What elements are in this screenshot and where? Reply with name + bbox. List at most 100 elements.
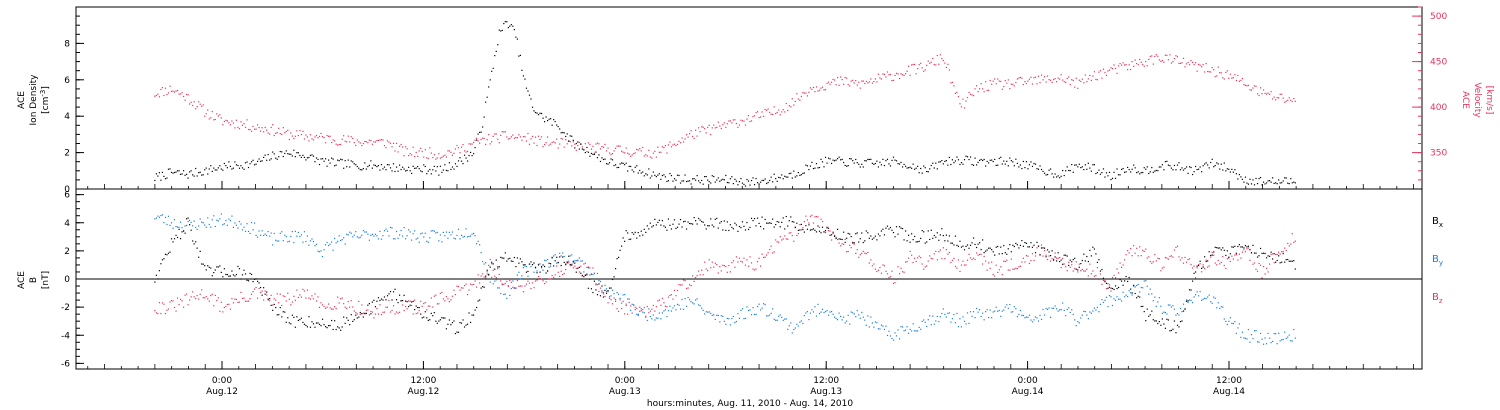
- bz-point: [1210, 256, 1212, 258]
- velocity-point: [169, 85, 171, 87]
- density-point: [877, 166, 879, 168]
- velocity-point: [861, 80, 863, 82]
- velocity-point: [764, 108, 766, 111]
- bx-point: [324, 326, 327, 328]
- velocity-point: [1142, 63, 1144, 66]
- bz-point: [1049, 260, 1052, 262]
- by-point: [388, 235, 390, 237]
- bx-point: [524, 264, 526, 266]
- bz-point: [1291, 233, 1293, 235]
- density-point: [216, 169, 218, 171]
- density-point: [392, 163, 395, 165]
- by-point: [847, 314, 849, 316]
- density-point: [566, 133, 568, 135]
- bx-point: [1120, 280, 1123, 282]
- bz-point: [217, 297, 219, 299]
- density-point: [1145, 168, 1147, 170]
- by-point: [581, 260, 583, 262]
- bz-point: [901, 271, 904, 273]
- velocity-point: [1285, 100, 1287, 102]
- density-point: [667, 180, 670, 182]
- bz-point: [1229, 260, 1231, 263]
- bx-point: [497, 266, 499, 268]
- density-point: [1176, 164, 1179, 166]
- by-point: [750, 314, 753, 316]
- density-point: [1042, 170, 1044, 173]
- by-point: [1264, 337, 1266, 339]
- velocity-point: [223, 120, 225, 123]
- by-point: [444, 235, 446, 237]
- density-point: [972, 164, 975, 166]
- density-point: [737, 184, 739, 186]
- density-point: [261, 160, 263, 162]
- bx-point: [758, 222, 760, 224]
- bz-point: [240, 291, 242, 293]
- by-point: [815, 315, 818, 317]
- velocity-point: [267, 132, 269, 134]
- bx-point: [1213, 251, 1215, 253]
- bz-point: [394, 313, 396, 315]
- bx-point: [962, 245, 964, 247]
- bx-point: [154, 281, 156, 283]
- bz-point: [720, 270, 722, 272]
- by-point: [269, 235, 271, 237]
- bx-point: [1225, 254, 1227, 257]
- density-point: [1108, 171, 1111, 174]
- bx-point: [912, 239, 914, 241]
- density-point: [1275, 182, 1277, 184]
- bz-point: [602, 293, 605, 295]
- velocity-point: [284, 132, 286, 134]
- density-point: [468, 154, 470, 157]
- velocity-point: [1229, 73, 1231, 75]
- bx-point: [1051, 250, 1053, 252]
- bx-point: [986, 249, 988, 251]
- bz-point: [759, 265, 762, 267]
- by-point: [752, 307, 754, 309]
- density-point: [334, 165, 336, 167]
- x-tick-label-date: Aug.12: [407, 387, 439, 397]
- bz-point: [525, 283, 528, 285]
- velocity-point: [898, 77, 901, 80]
- density-point: [454, 163, 457, 165]
- bx-point: [187, 217, 189, 219]
- density-point: [874, 162, 876, 165]
- velocity-point: [430, 152, 432, 154]
- by-point: [1170, 306, 1173, 308]
- by-point: [1074, 319, 1076, 321]
- bx-point: [385, 299, 387, 301]
- by-point: [692, 302, 694, 304]
- by-point: [796, 323, 798, 325]
- by-point: [722, 315, 724, 318]
- density-point: [658, 173, 660, 175]
- by-point: [216, 219, 218, 221]
- density-point: [296, 152, 298, 154]
- density-point: [593, 153, 596, 156]
- velocity-point: [516, 137, 518, 139]
- density-point: [509, 25, 511, 27]
- density-point: [785, 176, 787, 178]
- velocity-point: [1062, 79, 1064, 81]
- bx-point: [329, 324, 331, 327]
- by-point: [1019, 309, 1021, 312]
- density-point: [977, 161, 979, 163]
- velocity-point: [288, 138, 290, 141]
- density-point: [901, 166, 904, 168]
- density-ytick-label: 2: [64, 149, 70, 159]
- bx-point: [666, 229, 668, 231]
- bz-point: [160, 312, 162, 315]
- density-point: [894, 159, 896, 161]
- velocity-point: [806, 95, 808, 97]
- velocity-point: [252, 125, 254, 127]
- by-point: [190, 221, 192, 224]
- density-point: [880, 164, 883, 166]
- bx-point: [675, 227, 677, 230]
- bx-point: [539, 271, 541, 273]
- bx-point: [450, 324, 452, 326]
- bx-point: [800, 223, 802, 226]
- density-point: [250, 161, 253, 163]
- velocity-point: [611, 153, 614, 155]
- velocity-point: [530, 138, 532, 140]
- bz-point: [524, 285, 526, 287]
- bz-point: [578, 271, 580, 273]
